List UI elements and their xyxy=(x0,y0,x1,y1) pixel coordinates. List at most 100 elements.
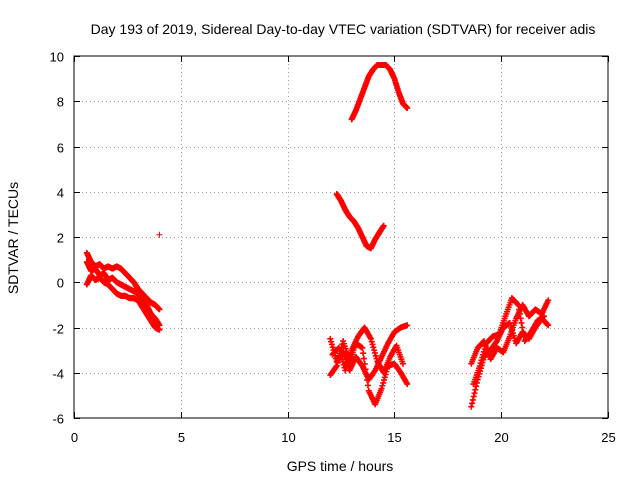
data-point xyxy=(469,400,476,407)
data-point xyxy=(339,356,346,363)
data-point xyxy=(337,350,344,357)
plot-frame xyxy=(73,55,609,419)
y-tick-label: -6 xyxy=(52,412,64,427)
data-series xyxy=(156,231,163,238)
data-point xyxy=(481,345,488,352)
data-point xyxy=(328,341,335,348)
y-axis-label: SDTVAR / TECUs xyxy=(5,182,21,294)
data-point xyxy=(329,344,336,351)
x-tick-label: 5 xyxy=(178,430,185,445)
data-point xyxy=(371,347,378,354)
x-tick-label: 20 xyxy=(494,430,508,445)
data-point xyxy=(367,335,374,342)
data-point xyxy=(335,344,342,351)
data-point xyxy=(368,338,375,345)
axis-ticks: 0 5 10 15 20 25 -6 -4 -2 0 2 4 6 8 10 xyxy=(50,50,616,446)
data-point xyxy=(514,301,521,308)
x-tick-label: 10 xyxy=(281,430,295,445)
data-point xyxy=(545,322,552,329)
x-tick-label: 15 xyxy=(387,430,401,445)
data-point xyxy=(378,385,385,392)
data-point xyxy=(516,310,523,317)
data-point xyxy=(380,377,387,384)
data-point xyxy=(336,347,343,354)
data-point xyxy=(478,357,485,364)
data-point xyxy=(471,390,478,397)
data-point xyxy=(371,349,378,356)
data-point xyxy=(517,315,524,322)
data-series xyxy=(333,191,387,252)
data-point xyxy=(372,352,379,359)
data-point xyxy=(518,319,525,326)
data-point xyxy=(156,326,163,333)
data-series xyxy=(83,258,163,329)
data-series xyxy=(470,295,547,388)
data-point xyxy=(544,321,551,328)
data-point xyxy=(470,393,477,400)
grid xyxy=(74,56,608,418)
data-point xyxy=(334,359,341,366)
data-point xyxy=(373,355,380,362)
data-point xyxy=(404,381,411,388)
y-tick-label: -2 xyxy=(52,322,64,337)
data-point xyxy=(519,324,526,331)
data-point xyxy=(480,348,487,355)
data-point xyxy=(360,350,367,357)
chart-title: Day 193 of 2019, Sidereal Day-to-day VTE… xyxy=(91,21,596,37)
data-point xyxy=(515,301,522,308)
data-point xyxy=(156,231,163,238)
y-tick-label: 4 xyxy=(57,186,64,201)
y-tick-label: 6 xyxy=(57,141,64,156)
data-point xyxy=(468,403,475,410)
data-point xyxy=(332,364,339,371)
x-tick-label: 0 xyxy=(71,430,78,445)
data-point xyxy=(380,222,387,229)
y-tick-label: 0 xyxy=(57,276,64,291)
data-points xyxy=(83,62,552,410)
data-point xyxy=(476,362,483,369)
x-tick-label: 25 xyxy=(601,430,615,445)
data-point xyxy=(540,313,547,320)
data-series xyxy=(83,249,163,313)
x-axis-label: GPS time / hours xyxy=(287,458,394,474)
data-point xyxy=(339,359,346,366)
data-point xyxy=(477,360,484,367)
data-point xyxy=(516,306,523,313)
data-point xyxy=(362,366,369,373)
data-point xyxy=(156,306,163,313)
data-point xyxy=(338,353,345,360)
data-point xyxy=(404,322,411,329)
data-point xyxy=(404,105,411,112)
data-point xyxy=(482,343,489,350)
data-point xyxy=(379,382,386,389)
data-series xyxy=(468,297,552,367)
data-point xyxy=(545,297,552,304)
y-tick-label: 2 xyxy=(57,231,64,246)
data-point xyxy=(370,344,377,351)
data-point xyxy=(360,355,367,362)
data-point xyxy=(520,329,527,336)
data-point xyxy=(480,351,487,358)
data-point xyxy=(364,377,371,384)
data-point xyxy=(380,379,387,386)
data-point xyxy=(364,382,371,389)
data-point xyxy=(369,341,376,348)
data-point xyxy=(381,374,388,381)
data-point xyxy=(363,371,370,378)
data-series xyxy=(329,324,406,376)
data-point xyxy=(328,338,335,345)
data-point xyxy=(479,354,486,361)
data-series xyxy=(327,338,411,408)
data-point xyxy=(359,344,366,351)
data-series xyxy=(83,272,163,333)
data-point xyxy=(361,360,368,367)
y-tick-label: 8 xyxy=(57,95,64,110)
data-point xyxy=(472,386,479,393)
data-point xyxy=(469,396,476,403)
data-point xyxy=(327,335,334,342)
data-point xyxy=(333,362,340,369)
y-tick-label: 10 xyxy=(50,50,64,65)
y-tick-label: -4 xyxy=(52,367,64,382)
data-point xyxy=(399,360,406,367)
